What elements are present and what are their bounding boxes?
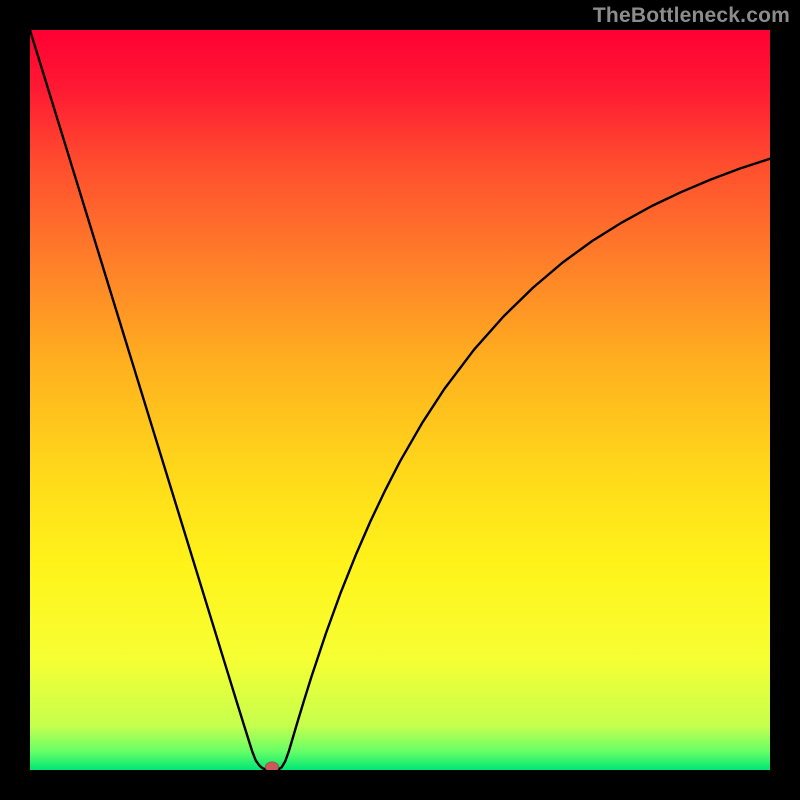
- watermark-text: TheBottleneck.com: [593, 4, 790, 28]
- chart-plot-area: [30, 30, 770, 770]
- chart-curve-layer: [30, 30, 770, 770]
- optimum-marker-dot: [265, 762, 278, 770]
- bottleneck-curve-line: [30, 30, 770, 770]
